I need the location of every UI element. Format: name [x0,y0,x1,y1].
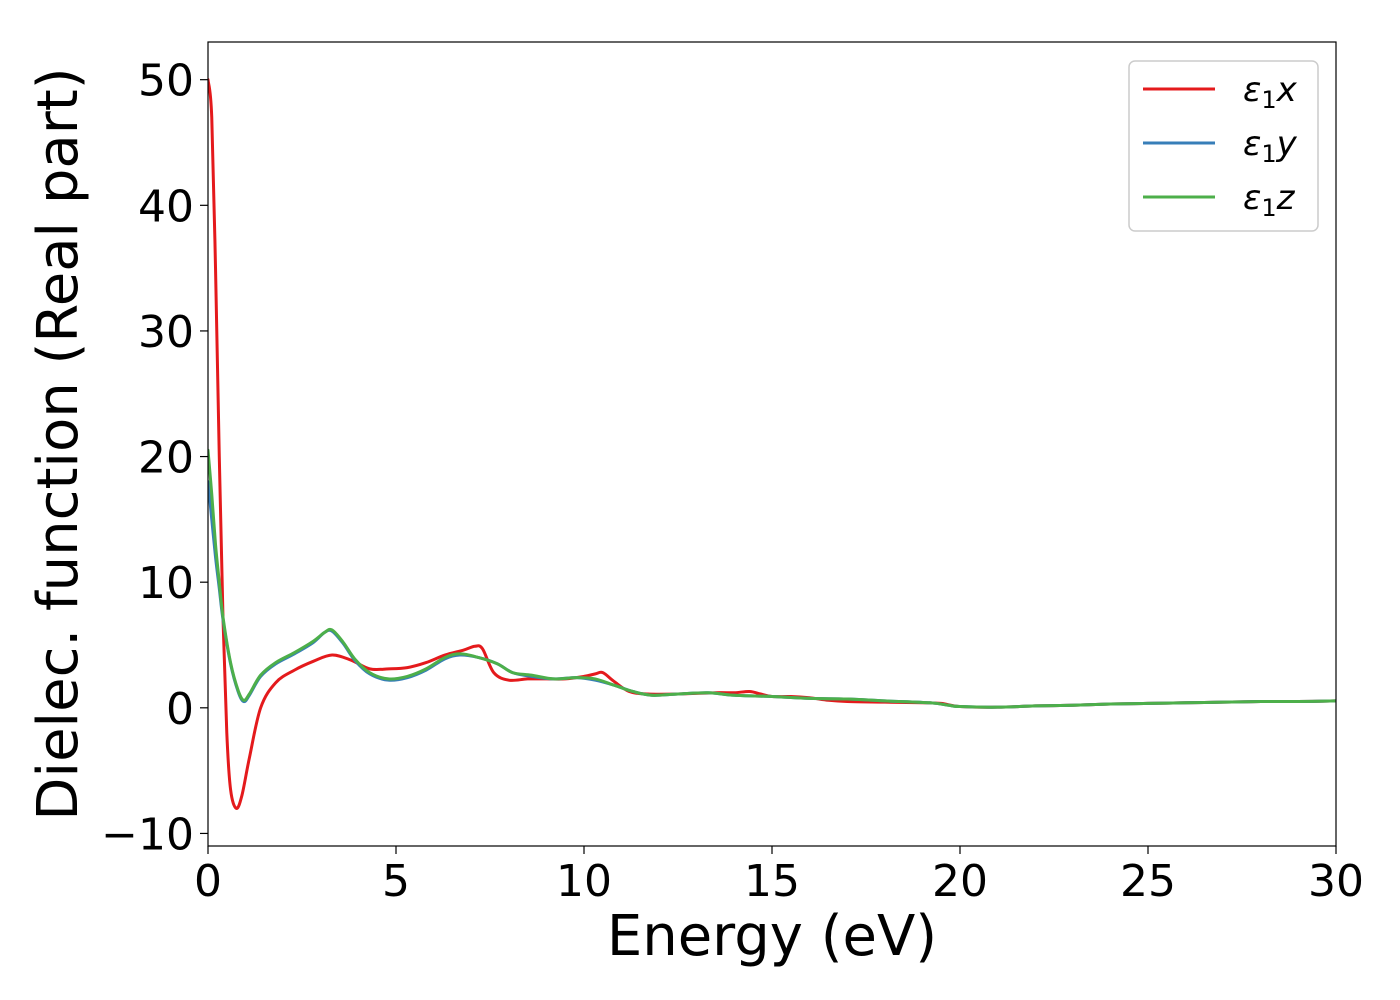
legend-label-y: ε1y [1243,124,1298,168]
y-tick-label: 10 [138,558,194,609]
y-tick-label: 40 [138,181,194,232]
x-axis-label: Energy (eV) [607,904,937,969]
y-axis-label: Dielec. function (Real part) [26,67,91,820]
legend: ε1x ε1y ε1z [1128,60,1319,232]
x-tick-label: 0 [194,856,222,907]
series-layer [208,78,1336,810]
x-tick-label: 15 [744,856,800,907]
x-tick-label: 25 [1120,856,1176,907]
x-tick-label: 20 [932,856,988,907]
series-line-y [208,480,1336,709]
y-tick-label: 30 [138,307,194,358]
series-line-z [208,448,1336,709]
legend-box [1128,60,1319,232]
x-tick-label: 5 [382,856,410,907]
legend-label-x: ε1x [1243,70,1298,114]
y-axis-ticks: −10 0 10 20 30 40 50 [101,56,208,860]
x-axis-ticks: 0 5 10 15 20 25 30 [194,846,1364,907]
x-tick-label: 10 [556,856,612,907]
y-tick-label: 50 [138,56,194,107]
y-tick-label: 0 [166,684,194,735]
legend-label-z: ε1z [1243,178,1296,222]
y-tick-label: 20 [138,433,194,484]
x-tick-label: 30 [1308,856,1364,907]
y-tick-label: −10 [101,809,194,860]
legend-items: ε1x ε1y ε1z [1143,70,1298,222]
